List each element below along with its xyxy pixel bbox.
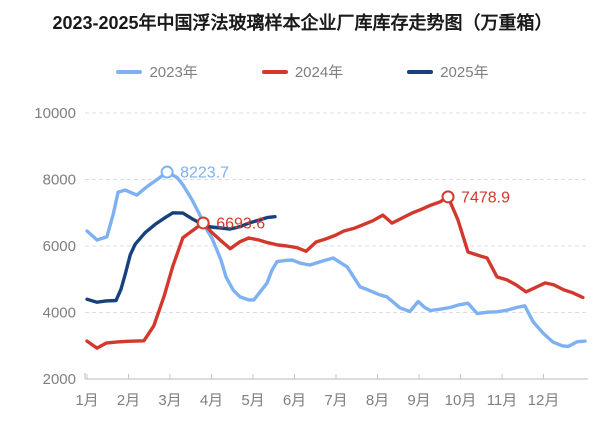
x-axis-label: 9月 (407, 392, 430, 409)
annotation-label: 7478.9 (461, 189, 510, 206)
annotation-label: 6693.6 (216, 215, 265, 232)
y-axis-label: 10000 (34, 105, 76, 122)
annotation-marker (196, 216, 210, 230)
legend-item-2024[interactable]: 2024年 (261, 61, 344, 82)
line-chart-canvas: 1月 2月 3月 4月 5月 6月 7月 8月 9月 10月 11月 12月 2000 4000 6000 8… (34, 105, 588, 409)
legend-line-swatch-2024-icon (261, 69, 288, 74)
chart-legend: 2023年 2024年 2025年 (0, 61, 605, 82)
x-axis-label: 7月 (324, 392, 347, 409)
annotation-marker (441, 190, 455, 204)
legend-label-2024: 2024年 (294, 64, 344, 81)
x-axis-label: 1月 (75, 392, 98, 409)
x-axis-label: 3月 (158, 392, 181, 409)
series-line-2023 (85, 170, 587, 349)
annotation-marker (160, 165, 174, 179)
x-axis-label: 2月 (117, 392, 140, 409)
x-axis-label: 8月 (366, 392, 389, 409)
y-axis-label: 2000 (43, 371, 76, 388)
x-axis-label: 5月 (241, 392, 264, 409)
legend-line-swatch-2025-icon (407, 69, 434, 74)
legend-item-2025[interactable]: 2025年 (407, 61, 489, 82)
legend-label-2023: 2023年 (149, 64, 198, 81)
y-axis-label: 8000 (43, 172, 76, 189)
x-axis-label: 4月 (200, 392, 223, 409)
x-axis-label: 11月 (487, 392, 518, 409)
legend-label-2025: 2025年 (440, 64, 489, 81)
y-axis-label: 4000 (43, 305, 76, 322)
series-line-2024 (85, 195, 585, 350)
series-line-2025 (85, 211, 277, 304)
y-axis-label: 6000 (43, 238, 76, 255)
page-title: 2023-2025年中国浮法玻璃样本企业厂库库存走势图（万重箱） (52, 13, 553, 33)
legend-line-swatch-2023-icon (116, 69, 143, 74)
x-axis-label: 6月 (283, 392, 306, 409)
x-axis-label: 12月 (528, 392, 560, 409)
x-axis-label: 10月 (445, 392, 477, 409)
legend-item-2023[interactable]: 2023年 (116, 61, 198, 82)
annotation-label: 8223.7 (180, 165, 229, 182)
